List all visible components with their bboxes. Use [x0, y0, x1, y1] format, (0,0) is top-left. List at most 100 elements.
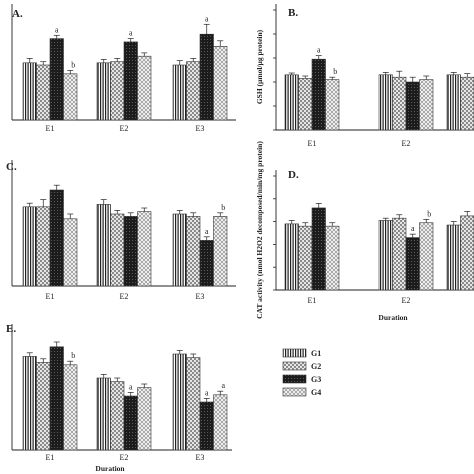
x-tick-label-e1: E1 — [308, 296, 317, 305]
significance-label: a — [129, 29, 133, 38]
panel-label: D. — [288, 169, 299, 181]
legend-swatch-g3 — [282, 374, 307, 384]
bar-g2-e3 — [186, 61, 201, 121]
x-axis-title: Duration — [95, 464, 125, 473]
y-axis-title: GSH (µmol/µg protein) — [255, 29, 264, 104]
x-tick-label-e1: E1 — [308, 139, 317, 148]
x-tick-label-e1: E1 — [46, 292, 55, 301]
x-tick-label-e1: E1 — [46, 124, 55, 133]
bar-g4-e1 — [63, 364, 78, 451]
legend-swatch-g2 — [282, 361, 307, 371]
chart-panel-a: A. E1 E2 E3 a b a a — [11, 4, 236, 133]
bar-g3-e1 — [49, 38, 64, 121]
bar-g1-e3 — [172, 64, 187, 121]
x-axis-title: Duration — [378, 313, 408, 322]
legend-swatch-g1 — [282, 348, 307, 358]
x-tick-label-e3: E3 — [196, 292, 205, 301]
significance-label: a — [129, 382, 133, 391]
bar-g1-e1 — [22, 356, 37, 451]
bar-g1-e2 — [96, 204, 111, 287]
bar-g3-e2 — [123, 395, 138, 451]
legend-label-g2: G2 — [311, 362, 321, 371]
bar-g2-e3 — [460, 76, 474, 131]
bar-g4-e2 — [137, 55, 152, 121]
bar-g4-e2 — [419, 79, 434, 131]
legend-label-g4: G4 — [311, 388, 321, 397]
x-tick-label-e3: E3 — [196, 124, 205, 133]
bar-g1-e2 — [378, 74, 393, 131]
bar-g3-e1 — [49, 189, 64, 287]
significance-label: b — [333, 67, 337, 76]
bar-g3-e2 — [405, 81, 420, 131]
panel-label: C. — [6, 161, 17, 173]
chart-panel-c: C. E1 E2 E3 a b — [6, 160, 236, 301]
significance-label: a — [205, 14, 209, 23]
x-tick-label-e2: E2 — [402, 139, 411, 148]
significance-label: a — [205, 388, 209, 397]
significance-label: b — [71, 351, 75, 360]
bar-g2-e3 — [186, 216, 201, 287]
bar-g2-e1 — [36, 206, 51, 287]
legend: G1 G2 G3 G4 — [282, 348, 321, 397]
significance-label: b — [427, 209, 431, 218]
bar-g4-e2 — [419, 222, 434, 291]
bar-g3-e2 — [123, 41, 138, 121]
significance-label: a — [205, 227, 209, 236]
significance-label: a — [411, 224, 415, 233]
x-tick-label-e1: E1 — [46, 453, 55, 462]
bar-g1-e3 — [172, 353, 187, 451]
significance-label: a — [317, 46, 321, 55]
chart-panel-e: E. E1 E2 E3 b a a a Duration — [6, 323, 232, 473]
legend-label-g1: G1 — [311, 349, 321, 358]
bar-g3-e1 — [311, 58, 326, 131]
bar-g4-e1 — [325, 79, 340, 131]
bar-g1-e1 — [284, 74, 299, 131]
bar-g1-e3 — [172, 213, 187, 287]
panel-label: E. — [6, 323, 16, 335]
x-tick-label-e2: E2 — [120, 292, 129, 301]
x-tick-label-e2: E2 — [402, 296, 411, 305]
panel-label: A. — [12, 8, 23, 20]
bar-g3-e1 — [311, 207, 326, 291]
bar-g1-e3 — [446, 224, 461, 291]
bar-g1-e1 — [22, 206, 37, 287]
bar-g2-e2 — [392, 217, 407, 291]
chart-panel-b: B. GSH (µmol/µg protein) E1 E2 a b — [255, 4, 474, 148]
significance-label: a — [55, 25, 59, 34]
significance-label: b — [71, 61, 75, 70]
x-tick-label-e3: E3 — [196, 453, 205, 462]
bar-g3-e2 — [405, 237, 420, 291]
bar-g4-e3 — [213, 45, 228, 121]
bar-g2-e2 — [110, 381, 125, 451]
y-axis-title: CAT activity (nmol H2O2 decomposed/min/m… — [255, 141, 264, 319]
bar-g3-e3 — [199, 401, 214, 451]
significance-label: a — [221, 381, 225, 390]
bar-g2-e2 — [110, 213, 125, 287]
bar-g4-e2 — [137, 211, 152, 287]
bar-g2-e1 — [298, 78, 313, 131]
x-tick-label-e2: E2 — [120, 124, 129, 133]
bar-g2-e1 — [36, 362, 51, 451]
bar-g4-e2 — [137, 387, 152, 451]
bar-g4-e3 — [213, 394, 228, 451]
bar-g3-e3 — [199, 240, 214, 287]
bar-g3-e3 — [199, 33, 214, 121]
bar-g2-e2 — [110, 61, 125, 121]
bar-g1-e2 — [96, 377, 111, 451]
bar-g3-e2 — [123, 216, 138, 287]
bar-g2-e2 — [392, 76, 407, 131]
bar-g3-e1 — [49, 346, 64, 451]
bar-g1-e1 — [284, 223, 299, 291]
legend-label-g3: G3 — [311, 375, 321, 384]
bar-g1-e3 — [446, 74, 461, 131]
bar-g4-e1 — [63, 73, 78, 121]
bar-g2-e3 — [460, 215, 474, 291]
bar-g4-e3 — [213, 216, 228, 287]
bar-g2-e1 — [298, 225, 313, 291]
bar-g1-e1 — [22, 62, 37, 121]
legend-swatch-g4 — [282, 387, 307, 397]
panel-label: B. — [288, 7, 298, 19]
bar-g2-e3 — [186, 357, 201, 451]
bar-g1-e2 — [96, 62, 111, 121]
